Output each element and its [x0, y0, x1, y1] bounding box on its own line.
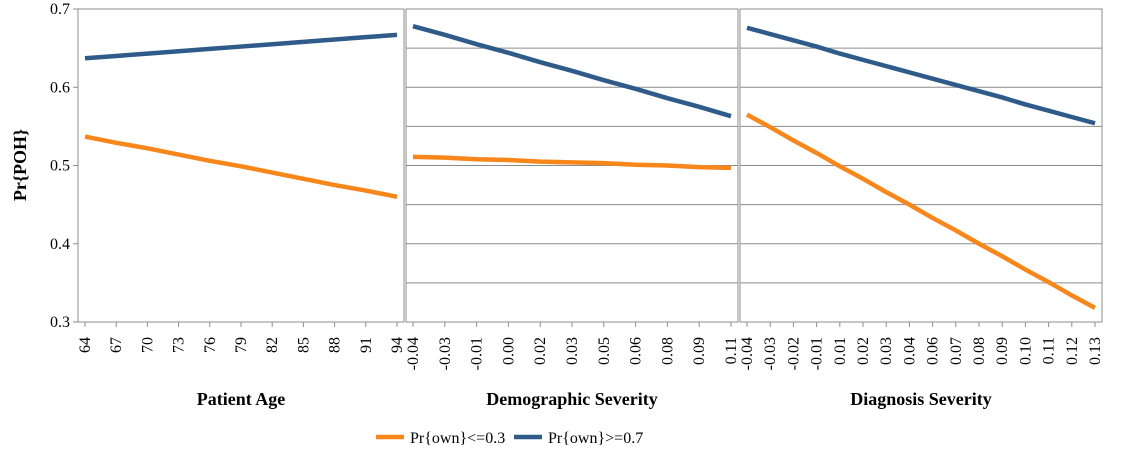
x-tick-label: 0.12: [1064, 337, 1081, 365]
x-tick-label: 0.11: [723, 337, 740, 364]
x-tick-label: 0.10: [1017, 337, 1034, 365]
y-tick-label: 0.3: [50, 314, 70, 331]
x-tick-label: 0.05: [596, 337, 613, 365]
x-tick-label: 76: [202, 337, 219, 353]
legend-label: Pr{own}<=0.3: [410, 430, 505, 447]
x-axis-label: Diagnosis Severity: [850, 389, 992, 409]
x-tick-label: -0.02: [785, 337, 802, 370]
x-tick-label: -0.01: [809, 337, 826, 370]
x-tick-label: -0.04: [405, 337, 422, 370]
x-tick-label: 64: [77, 337, 94, 353]
x-tick-label: 70: [139, 337, 156, 353]
x-tick-label: 0.01: [832, 337, 849, 365]
x-tick-label: 82: [264, 337, 281, 353]
x-tick-label: 85: [295, 337, 312, 353]
x-tick-label: -0.03: [762, 337, 779, 370]
x-tick-label: 94: [389, 337, 406, 353]
x-tick-label: 0.03: [564, 337, 581, 365]
x-tick-label: 91: [358, 337, 375, 353]
x-tick-label: 0.00: [500, 337, 517, 365]
x-tick-label: 0.09: [691, 337, 708, 365]
x-tick-label: -0.03: [437, 337, 454, 370]
series-line: [745, 112, 1097, 310]
x-tick-label: 0.02: [532, 337, 549, 365]
x-tick-label: 0.08: [971, 337, 988, 365]
x-tick-label: 0.06: [925, 337, 942, 365]
y-tick-label: 0.6: [50, 79, 70, 96]
y-axis-label: Pr{POH}: [10, 129, 30, 201]
x-tick-label: 0.03: [878, 337, 895, 365]
series-line: [84, 134, 398, 200]
x-tick-label: 88: [327, 337, 344, 353]
x-tick-label: 0.11: [1041, 337, 1058, 364]
x-tick-label: 0.08: [659, 337, 676, 365]
y-tick-label: 0.5: [50, 158, 70, 175]
x-tick-label: -0.01: [469, 337, 486, 370]
x-axis-label: Demographic Severity: [486, 389, 657, 409]
x-tick-label: -0.04: [739, 337, 756, 370]
y-tick-label: 0.4: [50, 236, 70, 253]
series-line: [84, 32, 398, 61]
x-tick-label: 0.02: [855, 337, 872, 365]
legend-label: Pr{own}>=0.7: [548, 430, 643, 447]
series-line: [746, 25, 1096, 126]
x-tick-label: 0.09: [994, 337, 1011, 365]
series-line: [412, 24, 732, 119]
y-tick-label: 0.7: [50, 1, 70, 18]
x-tick-label: 0.13: [1087, 337, 1104, 365]
x-tick-label: 67: [108, 337, 125, 353]
x-tick-label: 79: [233, 337, 250, 353]
x-tick-label: 0.06: [628, 337, 645, 365]
x-axis-label: Patient Age: [197, 389, 285, 409]
x-tick-label: 0.07: [948, 337, 965, 365]
x-tick-label: 73: [171, 337, 188, 353]
x-tick-label: 0.04: [901, 337, 918, 365]
series-line: [412, 154, 732, 171]
